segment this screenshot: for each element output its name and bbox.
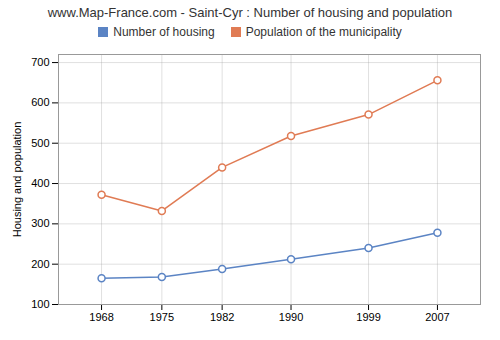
svg-text:300: 300	[31, 217, 49, 229]
html-text:www.Map-France.com - Saint-Cyr: www.Map-France.com - Saint-Cyr : Number …	[47, 5, 453, 20]
svg-text:500: 500	[31, 137, 49, 149]
svg-text:100: 100	[31, 298, 49, 310]
html-text:Number of housing: Number of housing	[113, 25, 215, 39]
svg-text:600: 600	[31, 96, 49, 108]
svg-text:1999: 1999	[356, 311, 380, 323]
html-text:Population of the municipality: Population of the municipality	[245, 25, 402, 39]
svg-text:1975: 1975	[150, 311, 174, 323]
svg-text:Housing and population: Housing and population	[11, 122, 23, 238]
svg-text:1968: 1968	[89, 311, 113, 323]
svg-text:1990: 1990	[279, 311, 303, 323]
svg-text:200: 200	[31, 258, 49, 270]
svg-text:700: 700	[31, 56, 49, 68]
svg-text:2007: 2007	[425, 311, 449, 323]
svg-text:1982: 1982	[210, 311, 234, 323]
svg-text:400: 400	[31, 177, 49, 189]
